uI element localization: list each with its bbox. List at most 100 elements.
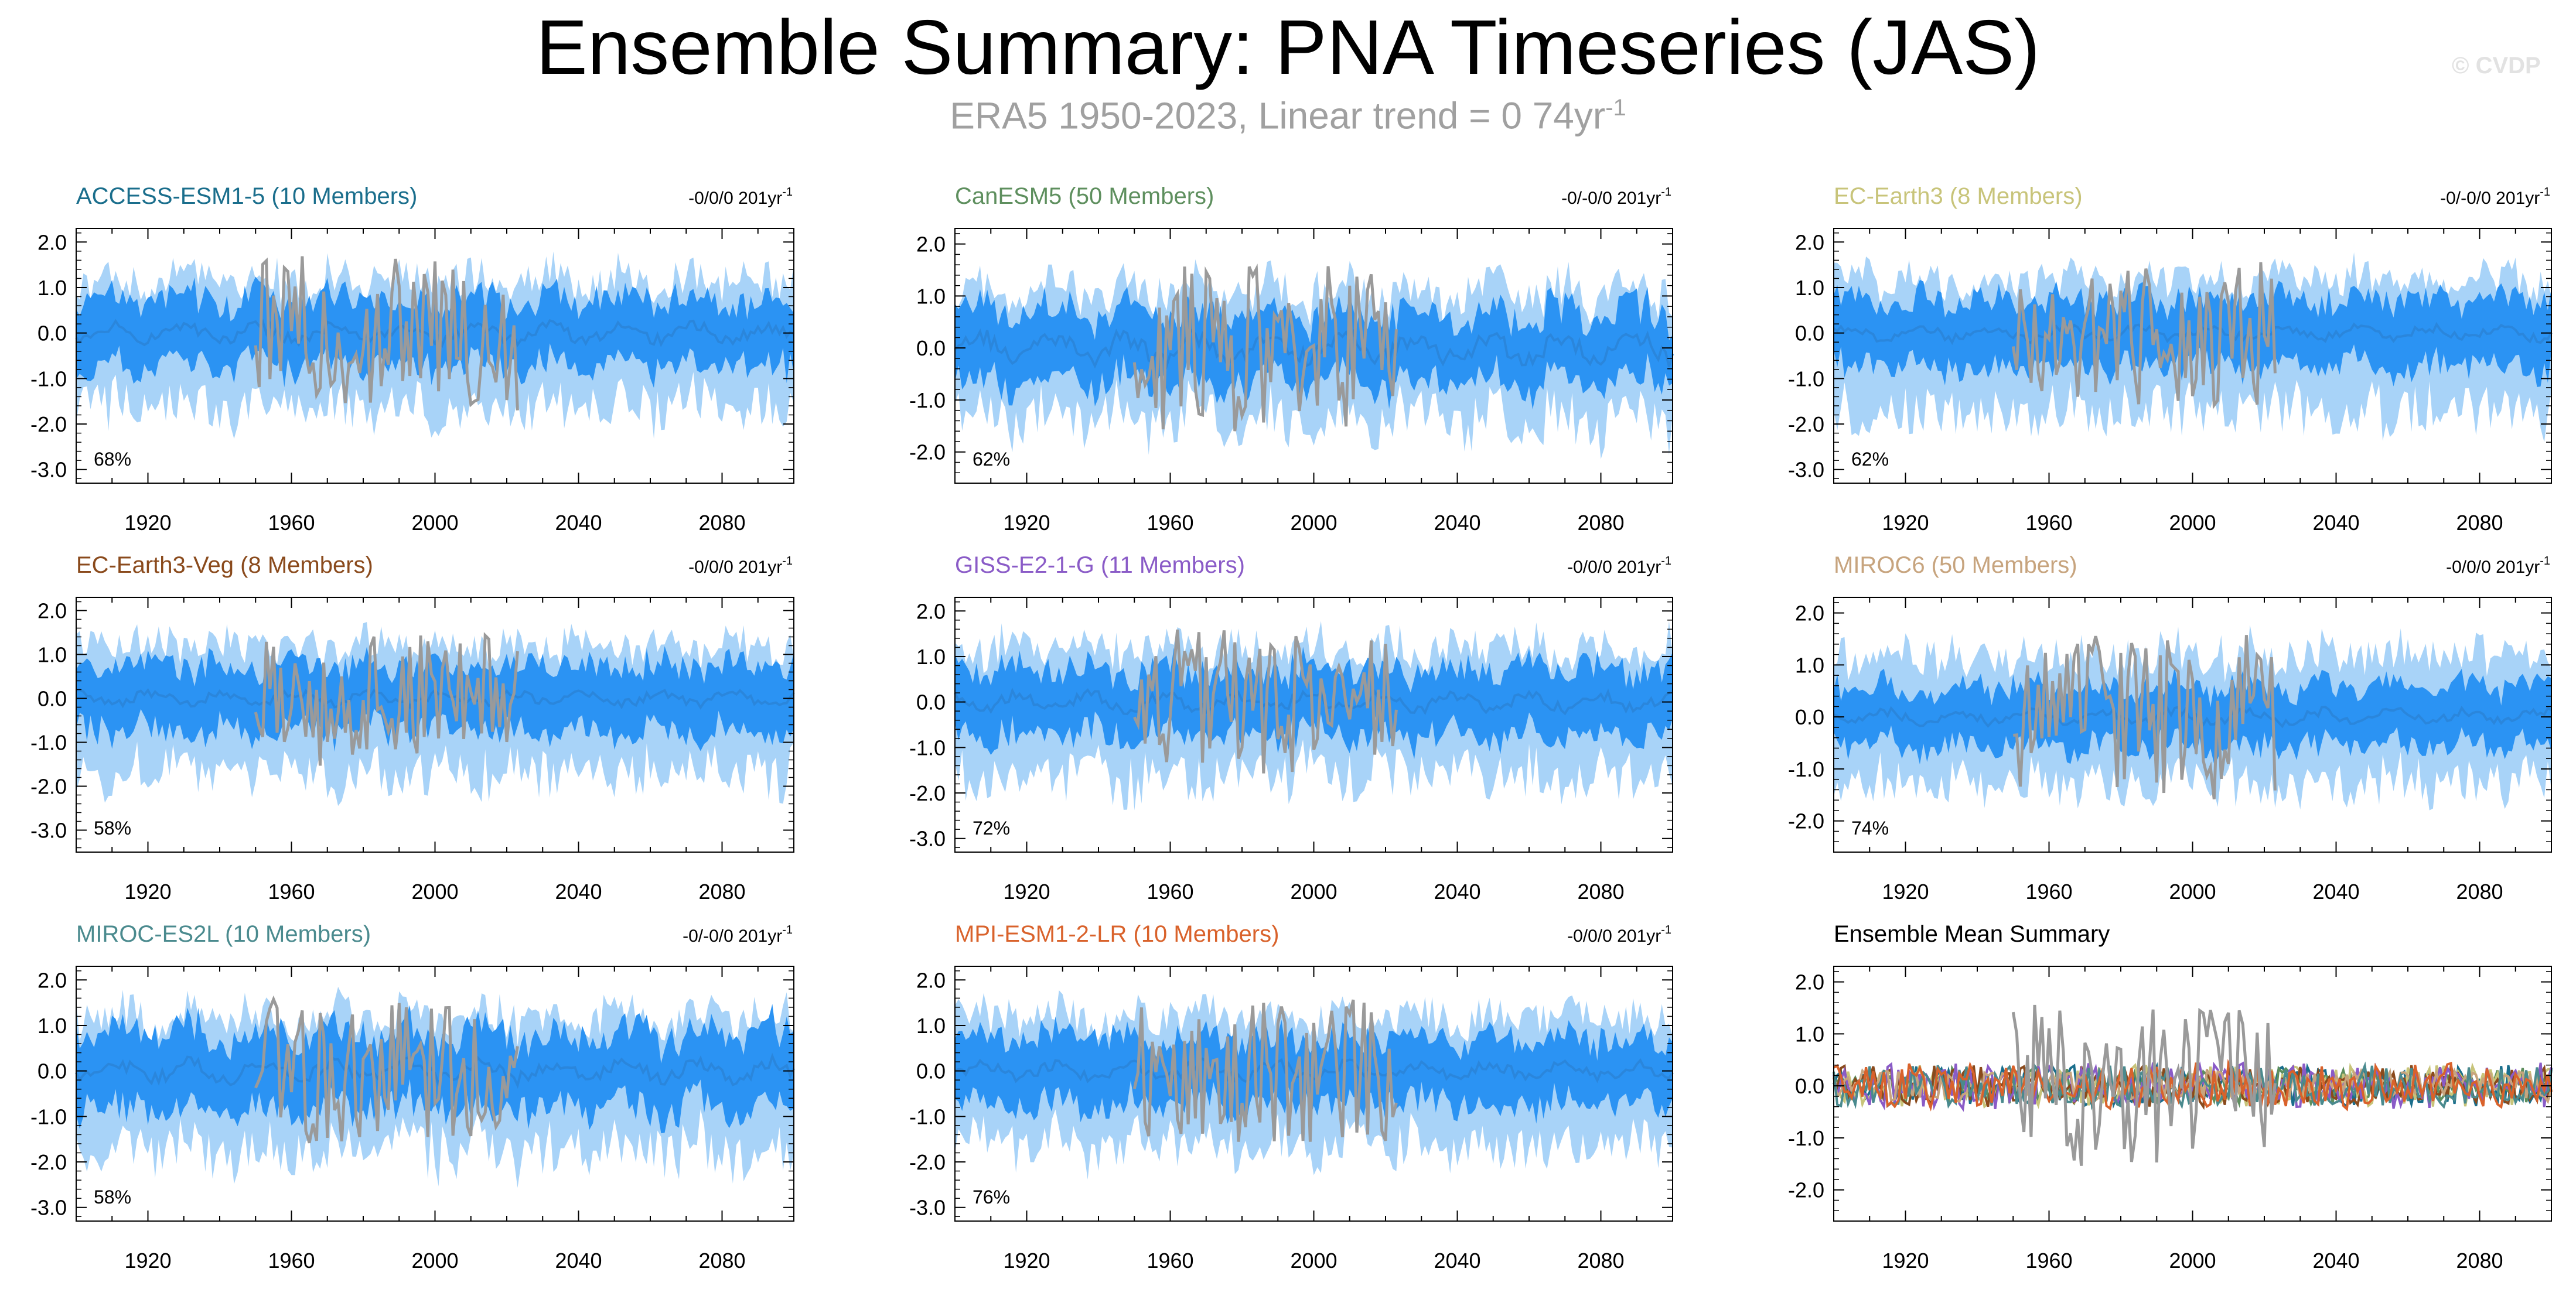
y-tick-label: -3.0 — [909, 827, 946, 851]
y-tick-label: 2.0 — [1795, 601, 1824, 625]
y-tick-label: -1.0 — [30, 731, 67, 755]
x-tick-label: 1920 — [124, 1249, 171, 1273]
x-tick-label: 1920 — [124, 880, 171, 904]
y-tick-label: 0.0 — [1795, 322, 1824, 346]
subtitle-text: ERA5 1950-2023, Linear trend = 0 74yr — [950, 94, 1606, 137]
panel-percent-label: 58% — [94, 818, 131, 839]
y-tick-label: -2.0 — [30, 1150, 67, 1174]
y-tick-label: 1.0 — [1795, 653, 1824, 677]
y-tick-label: 2.0 — [37, 968, 67, 992]
y-tick-label: 1.0 — [916, 645, 946, 669]
panel-trend-label: -0/0/0 201yr-1 — [2446, 555, 2550, 577]
trend-value: -0/-0/0 201yr — [2440, 189, 2540, 208]
x-tick-label: 1960 — [1147, 511, 1193, 535]
trend-value: -0/0/0 201yr — [2446, 558, 2540, 577]
y-tick-label: 0.0 — [1795, 1074, 1824, 1098]
y-tick-label: -1.0 — [1788, 757, 1824, 781]
chart-panel-7: 2.0 1.0 0.0 -1.0 -2.0 -3.0 1920 1960 2000 2040 208… — [30, 921, 795, 1273]
y-tick-label: -1.0 — [1788, 1126, 1824, 1150]
x-tick-label: 2080 — [1577, 1249, 1624, 1273]
panel-title: CanESM5 (50 Members) — [955, 183, 1214, 209]
chart-panel-5: 2.0 1.0 0.0 -1.0 -2.0 -3.0 1920 1960 2000 2040 208… — [909, 552, 1673, 904]
panel-trend-label: -0/0/0 201yr-1 — [1567, 555, 1671, 577]
x-tick-label: 1960 — [1147, 1249, 1193, 1273]
y-tick-label: -1.0 — [1788, 367, 1824, 391]
x-tick-label: 1920 — [1003, 511, 1050, 535]
panel-title: MIROC-ES2L (10 Members) — [76, 921, 371, 947]
y-tick-label: 2.0 — [916, 233, 946, 257]
y-tick-label: 0.0 — [1795, 705, 1824, 729]
y-tick-label: 0.0 — [37, 1059, 67, 1083]
y-tick-label: -3.0 — [30, 819, 67, 843]
x-tick-label: 1960 — [2025, 880, 2072, 904]
inner-spread-band — [76, 276, 794, 388]
y-tick-label: -3.0 — [30, 458, 67, 482]
panel-title: ACCESS-ESM1-5 (10 Members) — [76, 183, 417, 209]
x-tick-label: 1960 — [2025, 1249, 2072, 1273]
x-tick-label: 2080 — [1577, 880, 1624, 904]
y-tick-label: -3.0 — [909, 1196, 946, 1220]
panel-trend-label: -0/-0/0 201yr-1 — [1561, 186, 1671, 208]
page-title: Ensemble Summary: PNA Timeseries (JAS) — [535, 4, 2041, 90]
observed-line — [1132, 264, 1398, 432]
x-tick-label: 1960 — [268, 511, 315, 535]
y-tick-label: -1.0 — [30, 367, 67, 391]
series-line-mpi-esm1-2-lr — [1833, 1059, 2553, 1112]
y-tick-label: 1.0 — [1795, 276, 1824, 300]
y-tick-label: -1.0 — [909, 736, 946, 760]
cvdp-watermark: © CVDP — [2452, 53, 2541, 78]
x-tick-label: 1920 — [1882, 880, 1929, 904]
inner-spread-band — [1834, 666, 2551, 765]
trend-exponent: -1 — [782, 186, 793, 199]
y-tick-label: 1.0 — [37, 643, 67, 667]
y-tick-label: -2.0 — [1788, 1178, 1824, 1202]
x-tick-label: 1920 — [1882, 511, 1929, 535]
panel-percent-label: 74% — [1851, 818, 1889, 839]
observed-line — [254, 256, 519, 411]
x-tick-label: 1960 — [1147, 880, 1193, 904]
ensemble-mean-line — [954, 1057, 1674, 1083]
series-line-era5-observed — [2011, 1004, 2277, 1166]
ensemble-mean-line — [1833, 705, 2552, 729]
y-tick-label: -2.0 — [909, 1150, 946, 1174]
x-tick-label: 2080 — [2456, 511, 2503, 535]
y-tick-label: 1.0 — [37, 1014, 67, 1038]
x-tick-label: 2080 — [2456, 880, 2503, 904]
panel-trend-label: -0/-0/0 201yr-1 — [683, 924, 793, 946]
trend-value: -0/-0/0 201yr — [683, 926, 782, 946]
panel-title: MIROC6 (50 Members) — [1834, 552, 2077, 578]
x-tick-label: 2040 — [2312, 880, 2359, 904]
x-tick-label: 2080 — [698, 1249, 745, 1273]
trend-exponent: -1 — [1661, 555, 1671, 567]
x-tick-label: 2080 — [698, 880, 745, 904]
trend-value: -0/0/0 201yr — [1567, 926, 1661, 946]
x-tick-label: 2040 — [555, 511, 602, 535]
x-tick-label: 1920 — [1882, 1249, 1929, 1273]
observed-line — [254, 632, 519, 766]
chart-panel-2: 2.0 1.0 0.0 -1.0 -2.0 1920 1960 2000 2040 2080 Can… — [909, 183, 1674, 535]
x-tick-label: 2000 — [1290, 880, 1337, 904]
trend-exponent: -1 — [2540, 186, 2550, 199]
trend-value: -0/0/0 201yr — [1567, 558, 1661, 577]
trend-exponent: -1 — [1661, 186, 1671, 199]
x-tick-label: 2040 — [555, 1249, 602, 1273]
y-tick-label: 2.0 — [1795, 970, 1824, 994]
y-tick-label: 0.0 — [916, 690, 946, 714]
panel-percent-label: 62% — [973, 449, 1010, 470]
x-tick-label: 1960 — [268, 1249, 315, 1273]
x-tick-label: 1920 — [1003, 1249, 1050, 1273]
x-tick-label: 2040 — [1434, 880, 1480, 904]
panel-title: EC-Earth3-Veg (8 Members) — [76, 552, 373, 578]
chart-panel-8: 2.0 1.0 0.0 -1.0 -2.0 -3.0 1920 1960 2000 2040 208… — [909, 921, 1674, 1273]
y-tick-label: -2.0 — [1788, 412, 1824, 436]
y-tick-label: 2.0 — [37, 230, 67, 254]
x-tick-label: 2080 — [698, 511, 745, 535]
x-tick-label: 1920 — [124, 511, 171, 535]
x-tick-label: 2000 — [411, 880, 458, 904]
y-tick-label: -2.0 — [909, 781, 946, 805]
ensemble-mean-line — [954, 687, 1673, 716]
y-tick-label: 2.0 — [37, 599, 67, 623]
x-tick-label: 2080 — [1577, 511, 1624, 535]
ensemble-mean-line — [75, 319, 795, 348]
inner-spread-band — [955, 647, 1673, 760]
